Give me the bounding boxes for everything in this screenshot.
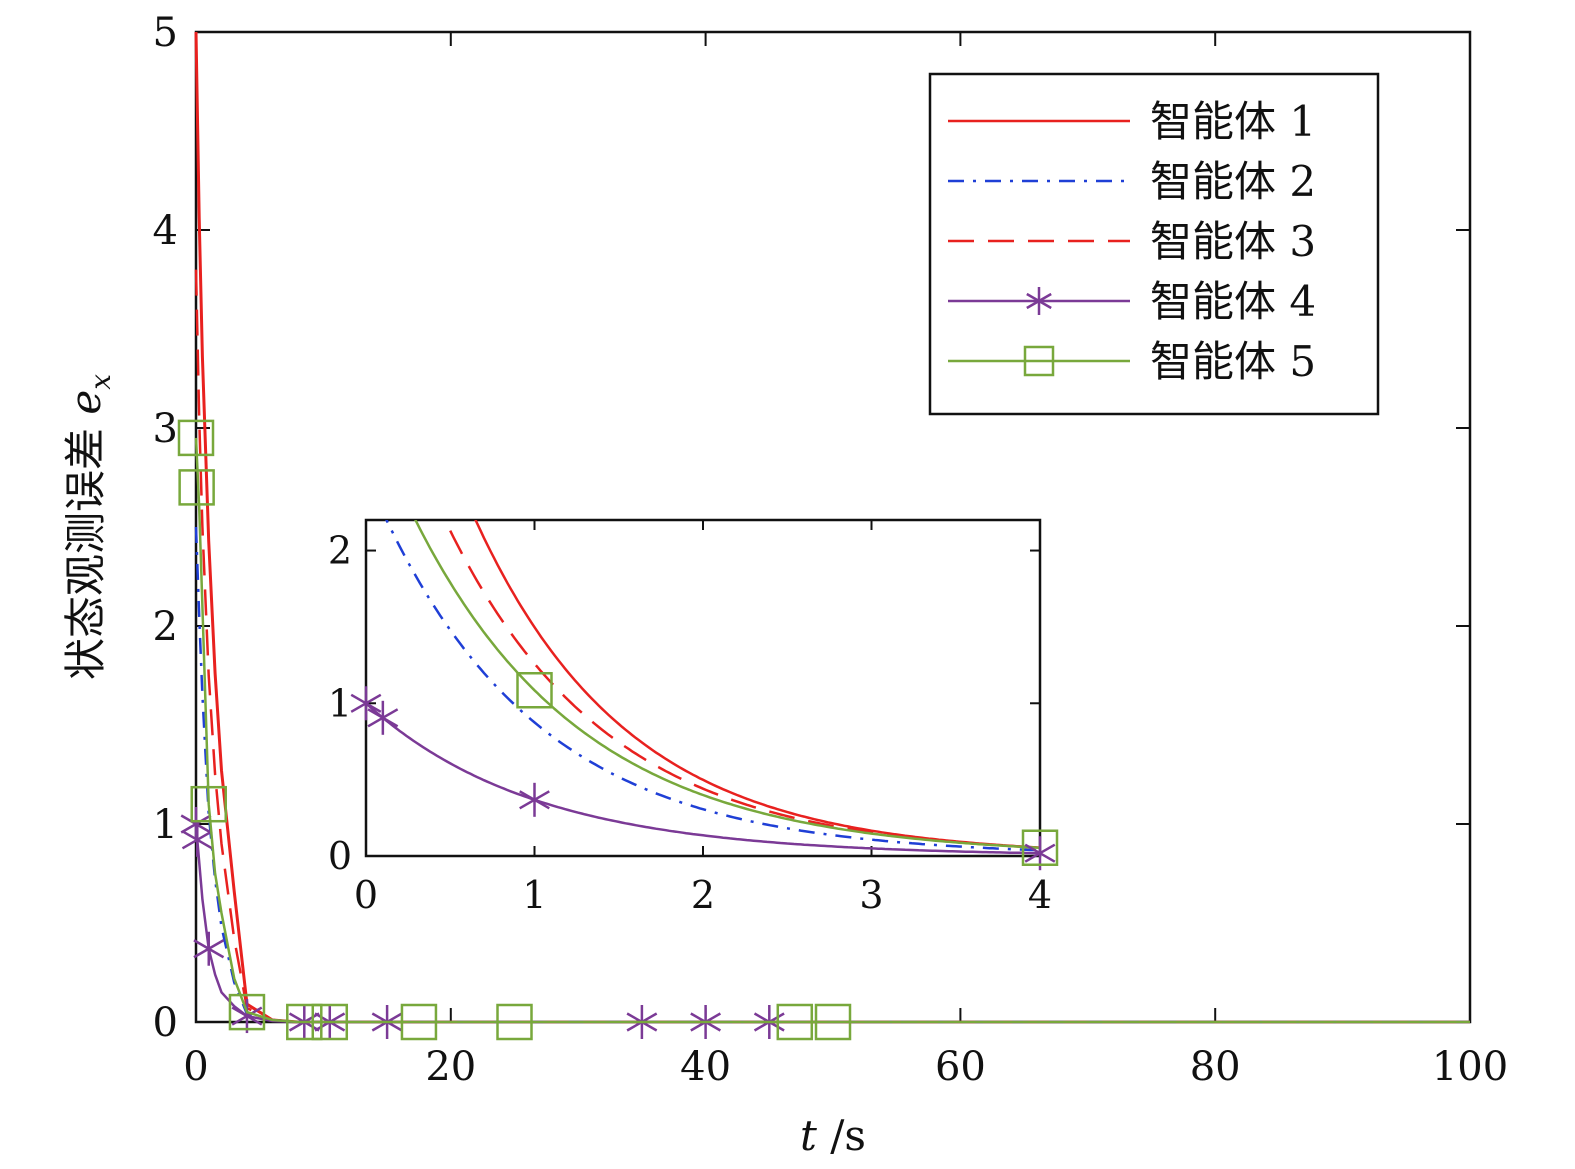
y-tick-label: 2 [153,604,178,650]
square-marker [516,672,553,709]
x-tick-label: 40 [680,1044,731,1090]
x-tick-label: 100 [1432,1044,1508,1090]
inset-x-tick-label: 1 [522,873,546,917]
asterisk-marker [181,822,213,857]
x-axis-label: t /s [800,1111,866,1160]
inset-plot-area: 0 1 2 3 4 0 1 2 [328,518,1059,917]
y-tick-label: 1 [153,802,178,848]
legend-label-3: 智能体 3 [1150,217,1316,266]
square-marker [228,993,266,1031]
square-marker [1021,829,1059,866]
square-marker [311,1003,349,1041]
square-marker [814,1003,852,1041]
legend: 智能体 1 智能体 2 智能体 3 智能体 4 智能体 5 [928,72,1380,416]
square-marker [1023,345,1055,377]
legend-label-4: 智能体 4 [1150,277,1316,326]
square-marker [776,1003,814,1041]
y-axis-label: 状态观测误差 ex [61,374,117,680]
x-tick-label: 20 [425,1044,476,1090]
square-marker [190,785,227,823]
square-marker [496,1003,533,1041]
y-tick-label: 0 [153,1000,178,1046]
axis-labels: t /s 状态观测误差 ex [61,374,866,1160]
inset-series-line-5 [414,520,1040,849]
x-tick-label: 80 [1190,1044,1241,1090]
square-marker [286,1003,323,1041]
inset-series [366,520,1040,855]
legend-label-5: 智能体 5 [1150,337,1316,386]
inset-x-tick-label: 4 [1028,873,1052,917]
inset-x-tick-label: 2 [691,873,715,917]
inset-x-tick-label: 3 [859,873,883,917]
asterisk-marker [519,782,550,817]
series-line-5 [194,437,1470,1024]
x-tick-label: 0 [183,1044,208,1090]
inset-y-tick-label: 1 [328,681,352,725]
x-tick-label: 60 [935,1044,986,1090]
asterisk-marker [180,807,212,841]
inset-y-tick-label: 0 [328,834,352,878]
legend-label-2: 智能体 2 [1150,157,1316,206]
inset-y-tick-label: 2 [328,529,352,573]
legend-box [928,72,1380,416]
y-tick-label: 3 [153,406,178,452]
inset-axes-frame [364,518,1042,858]
asterisk-marker [193,931,225,966]
inset-series-line-4 [366,702,1040,855]
asterisk-marker [231,999,263,1034]
square-marker [400,1003,438,1041]
legend-label-1: 智能体 1 [1150,97,1316,146]
square-marker [177,419,215,457]
y-tick-label: 5 [153,10,178,56]
square-marker [178,469,215,506]
asterisk-marker [350,686,382,721]
y-tick-label: 4 [153,208,178,254]
asterisk-marker [367,700,399,735]
asterisk-marker [1026,287,1052,315]
inset-series-line-2 [385,520,1040,852]
inset-x-tick-label: 0 [354,873,378,917]
